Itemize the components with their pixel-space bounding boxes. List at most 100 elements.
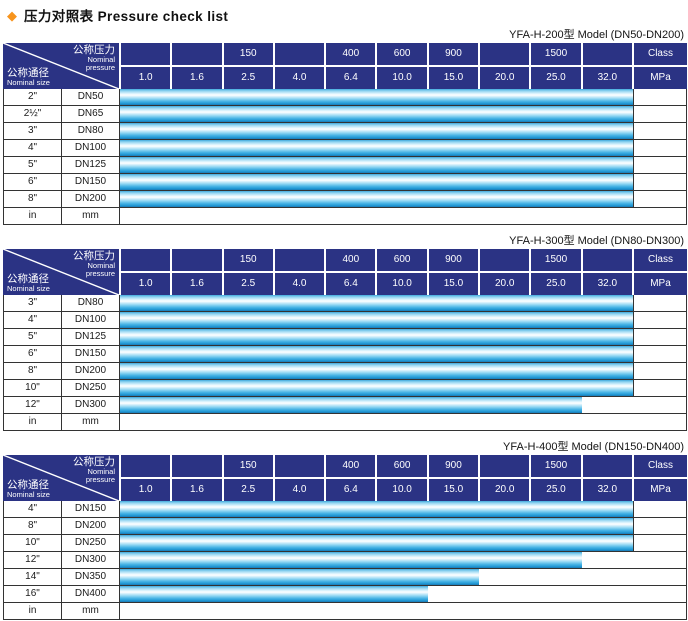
class-column-divider — [633, 89, 634, 105]
row-size-inch: 8" — [4, 518, 62, 534]
page-title-row: ◆ 压力对照表 Pressure check list — [3, 5, 687, 25]
row-size-dn: DN50 — [62, 89, 120, 105]
class-column-divider — [633, 157, 634, 173]
class-column-divider — [633, 329, 634, 345]
unit-row: in mm — [4, 414, 686, 431]
row-size-inch: 10" — [4, 380, 62, 396]
header-class-value — [121, 43, 170, 65]
corner-size-zh: 公称通径 — [7, 272, 49, 285]
row-size-dn: DN300 — [62, 397, 120, 413]
class-column-divider — [633, 380, 634, 396]
unit-row-empty — [120, 414, 686, 430]
header-class-value — [580, 43, 632, 65]
pressure-range-bar — [120, 157, 633, 173]
row-size-dn: DN150 — [62, 501, 120, 517]
corner-pressure-en1: Nominal — [87, 261, 115, 271]
header-class-value: 400 — [324, 249, 375, 271]
unit-mm: mm — [62, 603, 120, 619]
table-row: 2½" DN65 — [4, 106, 686, 123]
table-row: 8" DN200 — [4, 363, 686, 380]
header-class-value: 900 — [426, 249, 478, 271]
header-columns: 150 400 600 900 1500 Class 1.0 1.6 2.5 4.0 6.4 10.0… — [121, 455, 687, 501]
corner-size-zh: 公称通径 — [7, 478, 49, 491]
corner-diagonal-line — [3, 43, 119, 89]
row-size-inch: 5" — [4, 157, 62, 173]
table-subtitle: YFA-H-400型 Model (DN150-DN400) — [503, 441, 684, 453]
header-mpa-value: 20.0 — [478, 479, 529, 501]
header-class-value: 600 — [375, 43, 426, 65]
header-class-value — [121, 249, 170, 271]
corner-pressure-label: 公称压力 Nominal pressure — [73, 250, 115, 279]
class-column-divider — [633, 123, 634, 139]
table-header: 公称压力 Nominal pressure 公称通径 Nominal size 150 40… — [3, 43, 687, 89]
unit-mm: mm — [62, 414, 120, 430]
row-size-dn: DN200 — [62, 363, 120, 379]
pressure-range-bar — [120, 397, 582, 413]
header-class-value — [478, 455, 529, 477]
header-class-value — [272, 249, 324, 271]
header-mpa-value: 4.0 — [272, 479, 324, 501]
class-column-divider — [633, 501, 634, 517]
corner-size-label: 公称通径 Nominal size — [7, 478, 50, 499]
table-body: 2" DN50 2½" DN65 3" DN80 4" DN100 5" DN125 6" DN150… — [3, 89, 687, 225]
row-size-dn: DN200 — [62, 518, 120, 534]
table-row: 5" DN125 — [4, 329, 686, 346]
header-class-row: 150 400 600 900 1500 Class — [121, 249, 687, 271]
table-header: 公称压力 Nominal pressure 公称通径 Nominal size 150 40… — [3, 455, 687, 501]
table-subtitle: YFA-H-200型 Model (DN50-DN200) — [509, 29, 684, 41]
header-corner-cell: 公称压力 Nominal pressure 公称通径 Nominal size — [3, 43, 121, 89]
header-mpa-value: 6.4 — [324, 479, 375, 501]
header-corner-cell: 公称压力 Nominal pressure 公称通径 Nominal size — [3, 249, 121, 295]
corner-pressure-en2: pressure — [85, 269, 115, 279]
header-mpa-value: 1.0 — [138, 72, 153, 83]
table-row: 14" DN350 — [4, 569, 686, 586]
header-mpa-value: 10.0 — [375, 273, 426, 295]
table-row: 4" DN100 — [4, 312, 686, 329]
pressure-range-bar — [120, 312, 633, 328]
pressure-range-track — [120, 106, 686, 122]
row-size-dn: DN250 — [62, 380, 120, 396]
row-size-dn: DN80 — [62, 295, 120, 311]
pressure-range-track — [120, 552, 686, 568]
unit-row-empty — [120, 208, 686, 224]
page-title: 压力对照表 Pressure check list — [24, 9, 229, 24]
pressure-range-bar — [120, 552, 582, 568]
header-class-row: 150 400 600 900 1500 Class — [121, 43, 687, 65]
header-class-value — [170, 249, 221, 271]
header-mpa-row: 1.0 1.6 2.5 4.0 6.4 10.0 15.0 20.0 25.0 32.0 MPa — [121, 271, 687, 295]
header-class-value — [478, 249, 529, 271]
pressure-range-track — [120, 346, 686, 362]
table-row: 6" DN150 — [4, 174, 686, 191]
header-class-row-values: 150 400 600 900 1500 — [121, 249, 632, 271]
row-size-inch: 12" — [4, 552, 62, 568]
header-mpa-value: 6.4 — [324, 67, 375, 89]
corner-size-en: Nominal size — [7, 283, 50, 293]
table-row: 12" DN300 — [4, 552, 686, 569]
table-row: 5" DN125 — [4, 157, 686, 174]
header-class-value: 150 — [221, 455, 273, 477]
header-class-value: 1500 — [529, 249, 580, 271]
corner-pressure-en1: Nominal — [87, 467, 115, 477]
pressure-range-bar — [120, 106, 633, 122]
header-class-value: 150 — [221, 249, 273, 271]
corner-pressure-label: 公称压力 Nominal pressure — [73, 44, 115, 73]
pressure-range-track — [120, 191, 686, 207]
pressure-range-bar — [120, 123, 633, 139]
header-class-value: 1500 — [529, 43, 580, 65]
table-row: 3" DN80 — [4, 123, 686, 140]
header-mpa-value: 2.5 — [221, 67, 273, 89]
table-row: 4" DN100 — [4, 140, 686, 157]
table-row: 12" DN300 — [4, 397, 686, 414]
row-size-inch: 3" — [4, 295, 62, 311]
row-size-dn: DN350 — [62, 569, 120, 585]
corner-pressure-zh: 公称压力 — [73, 44, 115, 56]
table-row: 4" DN150 — [4, 501, 686, 518]
row-size-inch: 14" — [4, 569, 62, 585]
header-mpa-row-values: 1.0 1.6 2.5 4.0 6.4 10.0 15.0 20.0 25.0 32.0 — [121, 479, 632, 501]
header-class-value: 400 — [324, 43, 375, 65]
row-size-dn: DN300 — [62, 552, 120, 568]
class-column-divider — [633, 106, 634, 122]
pressure-range-track — [120, 295, 686, 311]
row-size-dn: DN80 — [62, 123, 120, 139]
header-class-value: 900 — [426, 43, 478, 65]
